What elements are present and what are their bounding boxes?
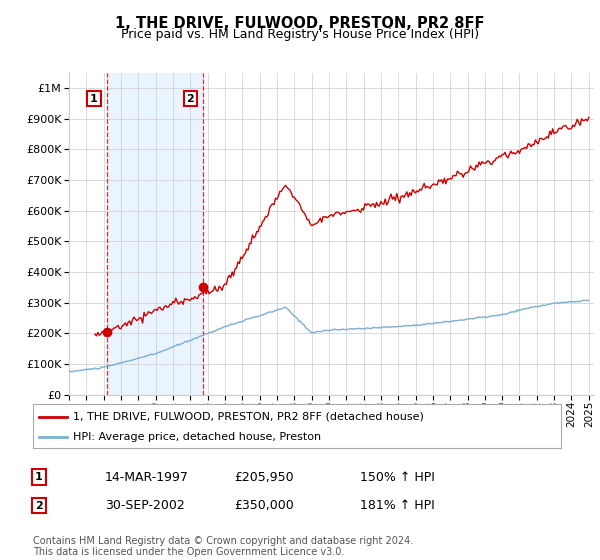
Text: 181% ↑ HPI: 181% ↑ HPI [360, 499, 435, 512]
Text: Contains HM Land Registry data © Crown copyright and database right 2024.
This d: Contains HM Land Registry data © Crown c… [33, 535, 413, 557]
Text: £205,950: £205,950 [234, 470, 293, 484]
Text: Price paid vs. HM Land Registry's House Price Index (HPI): Price paid vs. HM Land Registry's House … [121, 28, 479, 41]
Text: £350,000: £350,000 [234, 499, 294, 512]
Text: 1, THE DRIVE, FULWOOD, PRESTON, PR2 8FF (detached house): 1, THE DRIVE, FULWOOD, PRESTON, PR2 8FF … [73, 412, 424, 422]
Text: 30-SEP-2002: 30-SEP-2002 [105, 499, 185, 512]
Text: 2: 2 [186, 94, 194, 104]
Bar [107, 73, 203, 395]
Text: 150% ↑ HPI: 150% ↑ HPI [360, 470, 435, 484]
Text: 14-MAR-1997: 14-MAR-1997 [105, 470, 189, 484]
Text: 1: 1 [90, 94, 98, 104]
Text: HPI: Average price, detached house, Preston: HPI: Average price, detached house, Pres… [73, 432, 321, 442]
Text: 2: 2 [35, 501, 43, 511]
Text: 1, THE DRIVE, FULWOOD, PRESTON, PR2 8FF: 1, THE DRIVE, FULWOOD, PRESTON, PR2 8FF [115, 16, 485, 31]
Text: 1: 1 [35, 472, 43, 482]
